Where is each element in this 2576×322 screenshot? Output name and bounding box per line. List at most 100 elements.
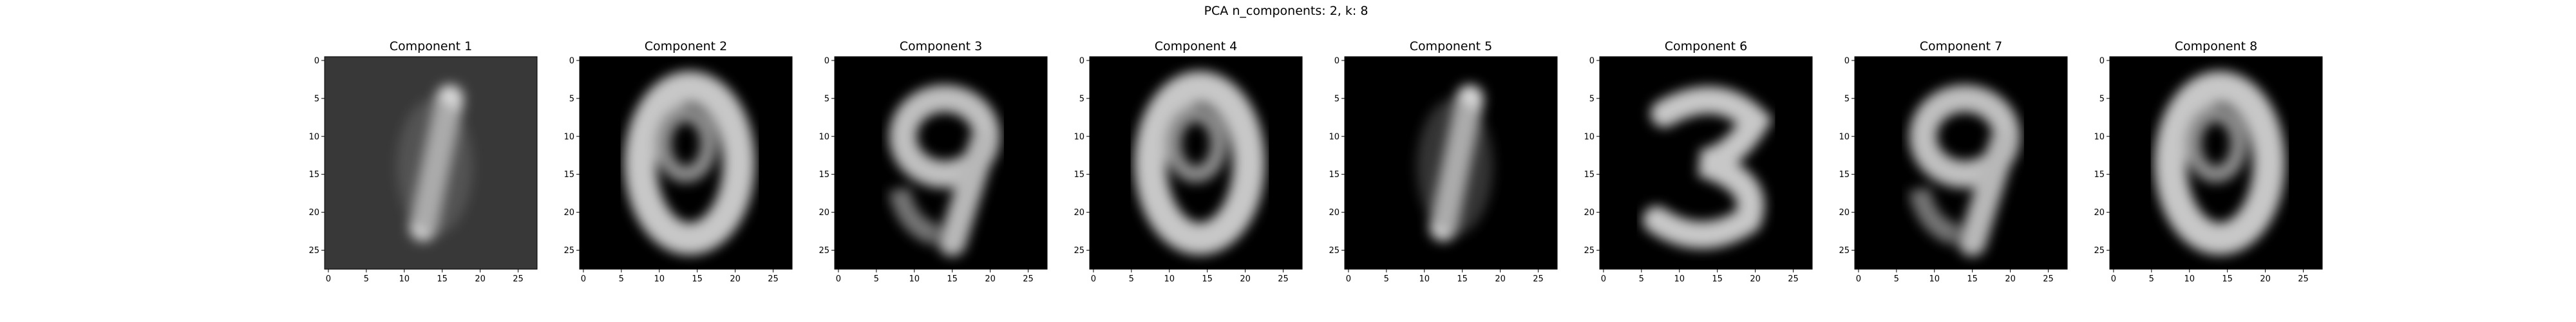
y-tick-label: 5 <box>2099 94 2105 104</box>
x-tick-label: 20 <box>985 274 996 284</box>
y-tick-label: 20 <box>2094 208 2105 218</box>
y-tick-label: 10 <box>2094 132 2105 142</box>
component-strokes <box>396 84 473 242</box>
panel-5: Component 5 0 5 10 15 20 25 0 5 10 15 20 25 <box>1329 39 1558 284</box>
figure-title: PCA n_components: 2, k: 8 <box>1204 4 1368 18</box>
x-tick-label: 25 <box>1278 274 1289 284</box>
x-tick-label: 25 <box>2043 274 2054 284</box>
x-tick-label: 0 <box>836 274 841 284</box>
panel-title: Component 7 <box>1920 39 2002 53</box>
x-tick-label: 15 <box>1967 274 1978 284</box>
panel-title: Component 2 <box>645 39 727 53</box>
y-tick-label: 15 <box>564 170 574 180</box>
y-tick-label: 15 <box>1584 170 1595 180</box>
y-tick-label: 5 <box>1844 94 1850 104</box>
x-tick-label: 25 <box>1533 274 1544 284</box>
y-tick-label: 10 <box>1584 132 1595 142</box>
x-tick-label: 15 <box>1457 274 1468 284</box>
axes-frame <box>324 56 538 270</box>
x-tick-label: 5 <box>1639 274 1644 284</box>
x-tick-label: 0 <box>2111 274 2116 284</box>
x-tick-label: 15 <box>437 274 448 284</box>
y-tick-label: 20 <box>1074 208 1084 218</box>
y-tick-label: 10 <box>564 132 574 142</box>
y-tick-label: 20 <box>1584 208 1595 218</box>
y-tick-label: 5 <box>824 94 829 104</box>
y-tick-label: 25 <box>1329 246 1340 256</box>
axes-frame <box>1089 56 1303 270</box>
x-tick-label: 5 <box>2149 274 2154 284</box>
y-tick-label: 25 <box>308 246 319 256</box>
x-tick-label: 10 <box>399 274 410 284</box>
y-tick-label: 15 <box>1074 170 1084 180</box>
x-tick-label: 10 <box>654 274 665 284</box>
x-tick-label: 10 <box>1929 274 1940 284</box>
x-tick-label: 20 <box>1750 274 1761 284</box>
x-tick-label: 15 <box>947 274 958 284</box>
panel-1: Component 1 0 5 10 15 20 25 0 5 10 15 20 25 <box>308 39 538 284</box>
x-tick-label: 0 <box>1091 274 1096 284</box>
x-tick-label: 15 <box>2222 274 2233 284</box>
x-tick-label: 15 <box>1202 274 1213 284</box>
x-tick-label: 10 <box>1164 274 1175 284</box>
x-tick-label: 0 <box>581 274 586 284</box>
panel-8: Component 8 0 5 10 15 20 25 0 5 10 15 20 25 <box>2094 39 2323 284</box>
panel-7: Component 7 0 5 10 15 20 25 0 5 10 15 20 25 <box>1839 39 2068 284</box>
x-tick-label: 10 <box>909 274 920 284</box>
x-tick-label: 5 <box>1894 274 1899 284</box>
x-tick-label: 20 <box>475 274 486 284</box>
x-tick-label: 10 <box>1419 274 1430 284</box>
y-tick-label: 0 <box>569 56 574 66</box>
x-tick-label: 5 <box>1384 274 1389 284</box>
y-tick-label: 10 <box>1839 132 1850 142</box>
component-strokes <box>624 71 755 255</box>
y-tick-label: 0 <box>314 56 319 66</box>
component-strokes <box>1134 71 1265 255</box>
panel-title: Component 8 <box>2175 39 2257 53</box>
y-tick-label: 20 <box>308 208 319 218</box>
panel-title: Component 3 <box>900 39 982 53</box>
y-tick-label: 0 <box>1079 56 1084 66</box>
x-tick-label: 15 <box>692 274 703 284</box>
y-tick-label: 15 <box>1329 170 1340 180</box>
panel-title: Component 1 <box>390 39 472 53</box>
axes-frame <box>1854 56 2068 270</box>
x-tick-label: 20 <box>730 274 741 284</box>
panel-title: Component 4 <box>1155 39 1237 53</box>
x-tick-label: 20 <box>1495 274 1506 284</box>
y-tick-label: 10 <box>819 132 829 142</box>
y-tick-label: 15 <box>819 170 829 180</box>
y-tick-label: 0 <box>2099 56 2105 66</box>
x-tick-label: 10 <box>1674 274 1685 284</box>
y-tick-label: 25 <box>1074 246 1084 256</box>
y-tick-label: 0 <box>1844 56 1850 66</box>
component-panels: Component 1 0 5 10 15 20 25 0 5 10 15 20 25 Component… <box>308 39 2323 284</box>
panel-2: Component 2 0 5 10 15 20 25 0 5 10 15 20 25 <box>564 39 793 284</box>
x-tick-label: 5 <box>364 274 369 284</box>
y-tick-label: 15 <box>308 170 319 180</box>
y-tick-label: 25 <box>564 246 574 256</box>
x-tick-label: 0 <box>1856 274 1861 284</box>
component-strokes <box>2154 71 2286 255</box>
component-strokes <box>1416 84 1493 242</box>
x-tick-label: 25 <box>2298 274 2309 284</box>
panel-title: Component 6 <box>1665 39 1747 53</box>
x-tick-label: 25 <box>768 274 779 284</box>
axes-frame <box>579 56 793 270</box>
y-tick-label: 0 <box>1589 56 1595 66</box>
axes-frame <box>834 56 1048 270</box>
x-tick-label: 0 <box>1601 274 1606 284</box>
x-tick-label: 20 <box>2260 274 2271 284</box>
x-tick-label: 25 <box>1788 274 1799 284</box>
y-tick-label: 25 <box>1584 246 1595 256</box>
y-tick-label: 20 <box>819 208 829 218</box>
y-tick-label: 10 <box>1074 132 1084 142</box>
y-tick-label: 0 <box>1334 56 1340 66</box>
x-tick-label: 10 <box>2184 274 2195 284</box>
y-tick-label: 10 <box>1329 132 1340 142</box>
x-tick-label: 5 <box>619 274 624 284</box>
x-tick-label: 20 <box>2005 274 2016 284</box>
panel-4: Component 4 0 5 10 15 20 25 0 5 10 15 20 25 <box>1074 39 1303 284</box>
y-tick-label: 25 <box>819 246 829 256</box>
